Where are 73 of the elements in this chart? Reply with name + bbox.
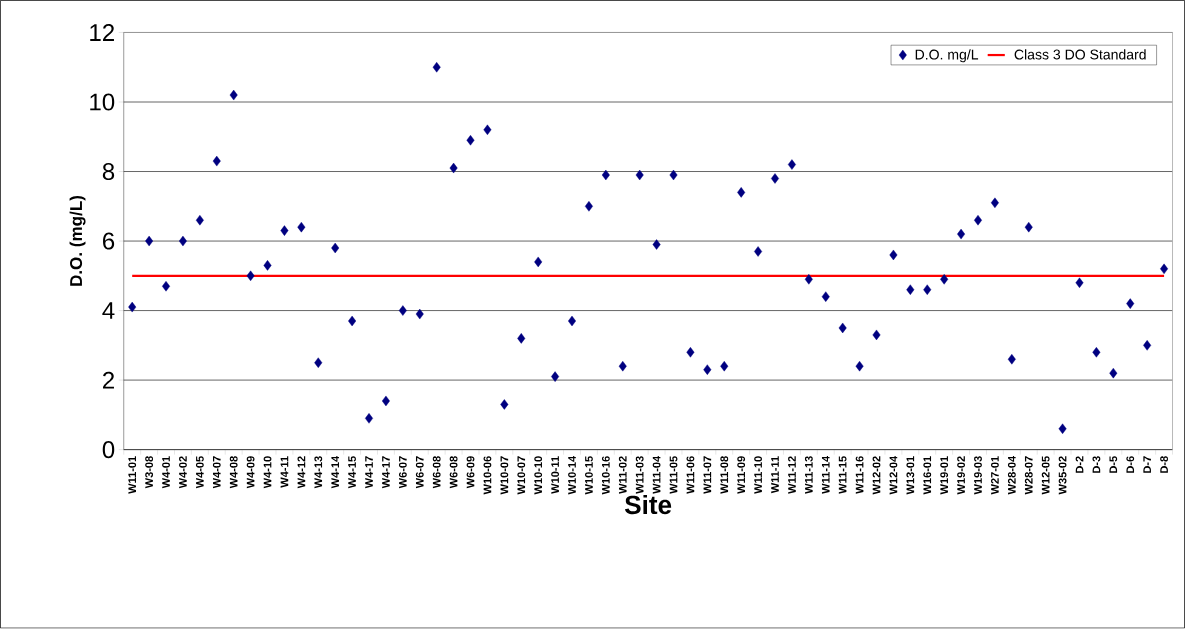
x-tick-label: W4-08 [229,456,238,489]
x-tick-label: W4-15 [348,456,356,489]
x-tick-label: W13-01 [906,456,915,495]
y-tick-label: 4 [102,302,115,320]
x-tick-label: D-6 [1126,456,1135,474]
x-tick-label: W10-07 [517,456,526,495]
x-tick-label: W11-04 [652,456,661,495]
y-tick-label: 2 [103,371,114,389]
x-tick-label: W4-14 [331,456,339,489]
x-tick-label: W10-07 [500,456,509,495]
x-tick-label: W6-08 [432,456,441,489]
x-tick-label: W4-07 [212,456,221,489]
x-tick-label: W4-13 [314,456,323,489]
x-tick-label: D-5 [1109,456,1118,474]
x-tick-label: W11-10 [754,456,762,495]
x-tick-label: D-7 [1143,456,1151,474]
x-tick-label: W10-16 [601,456,610,495]
x-tick-label: W4-01 [162,456,170,489]
x-tick-label: W19-02 [957,456,965,495]
x-tick-label: W4-11 [280,456,289,488]
x-tick-label: W12-05 [1041,456,1050,495]
x-tick-label: W10-06 [483,456,492,495]
x-tick-label: W4-09 [246,456,255,489]
x-tick-label: W19-01 [940,456,949,495]
x-axis-title: Site [624,495,672,515]
y-tick-label: 6 [103,232,115,250]
x-tick-label: W19-03 [974,456,982,495]
x-tick-label: W11-05 [669,456,678,495]
x-tick-label: W11-02 [618,456,627,495]
x-tick-label: D-3 [1092,456,1101,474]
y-axis-title: D.O. (mg/L) [69,196,86,287]
x-tick-label: W16-01 [923,456,932,495]
x-tick-label: W11-15 [838,456,847,495]
y-tick-label: 10 [90,93,115,111]
x-tick-label: W12-02 [872,456,881,495]
legend-label: Class 3 DO Standard [1014,49,1146,60]
x-tick-label: W10-11 [551,456,559,495]
y-tick-label: 8 [102,163,115,181]
x-tick-label: W11-16 [855,456,864,495]
x-tick-label: W4-02 [179,456,187,489]
x-tick-label: D-2 [1075,456,1084,474]
x-tick-label: W4-17 [365,456,373,489]
x-tick-label: W35-02 [1058,456,1067,495]
x-tick-label: W11-14 [821,456,830,495]
x-tick-label: W6-07 [415,456,424,489]
x-tick-label: W28-07 [1024,456,1033,495]
x-tick-label: W6-07 [398,456,407,489]
x-tick-label: W11-13 [804,456,813,495]
x-tick-label: W11-03 [635,456,644,495]
y-tick-label: 0 [102,441,115,459]
x-tick-label: W4-05 [195,456,204,489]
x-tick-label: W3-08 [145,456,154,489]
x-tick-label: W28-04 [1007,456,1016,495]
x-tick-label: W11-11 [771,456,779,494]
x-tick-label: W12-04 [889,456,898,495]
x-tick-label: W6-09 [466,456,475,489]
x-tick-label: W11-08 [720,456,729,495]
legend-label: D.O. mg/L [915,49,979,63]
x-tick-label: D-8 [1160,456,1168,474]
x-tick-label: W11-07 [703,456,712,495]
x-tick-label: W4-12 [297,456,306,489]
x-tick-label: W27-01 [991,456,999,495]
x-tick-label: W11-12 [788,456,796,495]
x-tick-label: W11-09 [737,456,746,495]
x-tick-label: W4-10 [263,456,272,489]
x-tick-label: W11-01 [128,456,137,495]
x-tick-label: W6-08 [449,456,458,489]
x-tick-label: W11-06 [686,456,695,495]
x-tick-label: W10-14 [568,456,576,495]
x-tick-label: W10-10 [534,456,543,495]
x-tick-label: W4-17 [382,456,390,489]
x-tick-label: W10-15 [585,456,593,495]
y-tick-label: 12 [90,24,114,42]
